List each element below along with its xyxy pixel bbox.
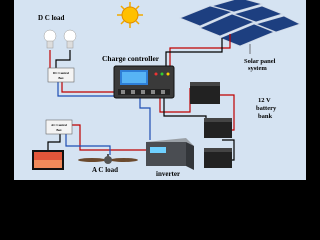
dc-control-box — [47, 67, 75, 83]
charge-controller — [113, 65, 175, 99]
inverter-label: inverter — [156, 170, 180, 178]
solar-label: system — [248, 65, 267, 72]
wires — [47, 34, 235, 161]
fan — [78, 154, 138, 164]
inverter — [146, 138, 194, 170]
solar-diagram: Solar panel system D C load DC Control B… — [14, 0, 306, 180]
ac-box-label: Box — [56, 128, 62, 132]
dc-load-label: D C load — [38, 14, 65, 22]
battery-label: 12 V — [258, 97, 271, 104]
charge-controller-label: Charge controller — [102, 54, 160, 63]
tv — [32, 150, 64, 170]
solar-panels — [178, 0, 302, 54]
battery-label: bank — [258, 113, 272, 120]
ac-box-label: AC Control — [51, 123, 67, 127]
dc-box-label: Box — [58, 76, 64, 80]
battery-label: battery — [256, 105, 277, 112]
dc-box-label: DC Control — [53, 71, 69, 75]
solar-label: Solar panel — [244, 58, 276, 65]
ac-load-label: A C load — [92, 166, 118, 174]
ac-control-box — [45, 119, 73, 135]
sun — [117, 2, 143, 28]
bulbs — [43, 29, 77, 49]
batteries — [190, 82, 232, 168]
